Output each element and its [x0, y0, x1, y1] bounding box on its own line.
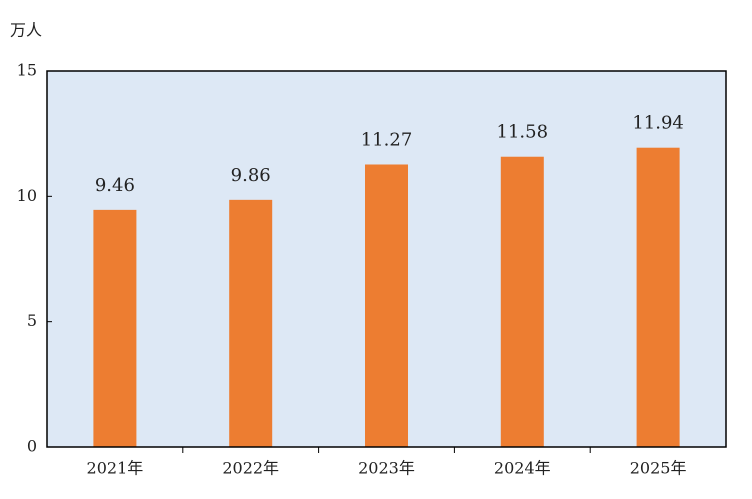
value-label: 11.94 [632, 113, 684, 134]
value-label: 9.86 [231, 165, 271, 186]
plot-border [46, 70, 727, 448]
value-label: 11.27 [361, 129, 413, 150]
x-tick-label: 2025年 [630, 459, 687, 478]
value-label: 11.58 [497, 122, 549, 143]
y-axis-label: 万人 [10, 21, 42, 40]
y-tick-label: 5 [27, 311, 37, 330]
x-tick-label: 2023年 [358, 459, 415, 478]
x-tick-label: 2022年 [222, 459, 279, 478]
bar [93, 209, 137, 447]
y-tick-label: 10 [17, 186, 37, 205]
y-tick-label: 0 [27, 437, 37, 456]
x-tick-label: 2021年 [87, 459, 144, 478]
bar [636, 147, 680, 448]
value-label: 9.46 [95, 175, 135, 196]
bar [500, 156, 544, 447]
y-tick-label: 15 [17, 61, 37, 80]
x-tick-label: 2024年 [494, 459, 551, 478]
bar [229, 199, 273, 447]
bar [365, 164, 408, 448]
